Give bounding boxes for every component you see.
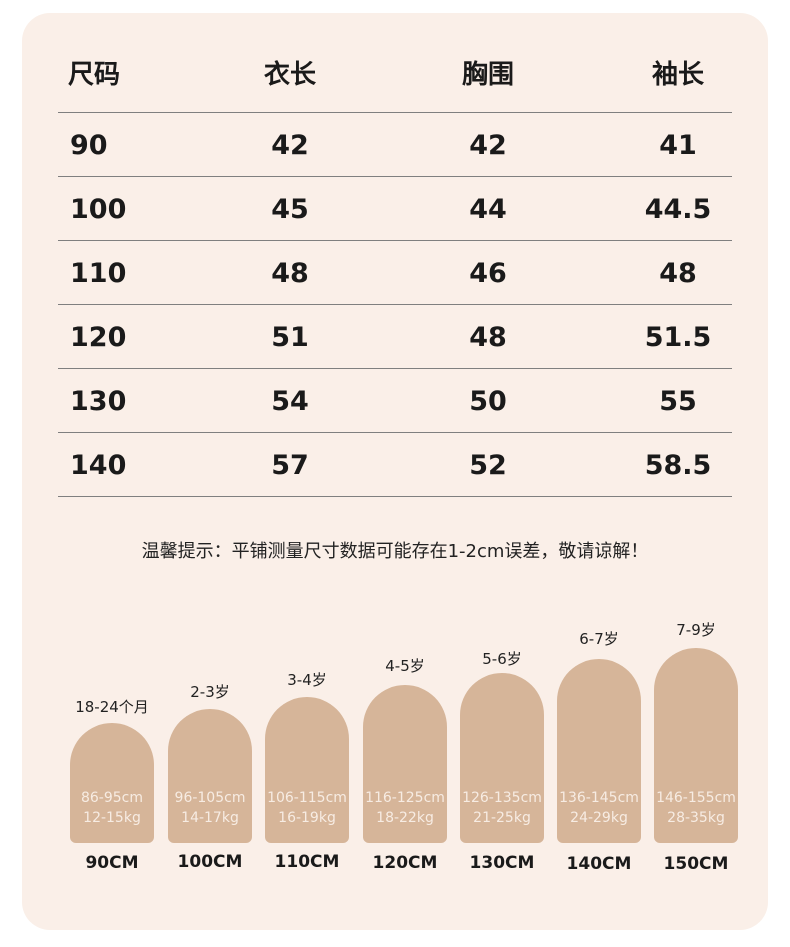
header-size: 尺码 xyxy=(68,60,121,90)
kid-shape xyxy=(70,723,154,843)
height-range: 146-155cm xyxy=(656,790,736,806)
height-range: 116-125cm xyxy=(365,790,445,806)
divider xyxy=(58,304,732,305)
cell-length: 45 xyxy=(271,193,309,225)
age-label: 4-5岁 xyxy=(385,657,425,675)
height-range: 106-115cm xyxy=(267,790,347,806)
cell-chest: 48 xyxy=(469,321,507,353)
cell-length: 54 xyxy=(271,385,309,417)
weight-range: 21-25kg xyxy=(473,810,531,826)
header-chest: 胸围 xyxy=(461,60,514,90)
size-table: 尺码 衣长 胸围 袖长 90 42 42 41 100 45 44 44.5 1… xyxy=(58,37,732,497)
size-label: 150CM xyxy=(663,854,729,874)
kid-figure: 2-3岁 96-105cm 14-17kg 100CM xyxy=(168,13,252,872)
kid-shape xyxy=(168,709,252,843)
size-label: 140CM xyxy=(566,854,632,874)
kid-figure: 18-24个月 86-95cm 12-15kg 90CM xyxy=(70,13,154,873)
kid-shape xyxy=(363,685,447,843)
size-label: 110CM xyxy=(274,852,340,872)
header-sleeve: 袖长 xyxy=(651,60,704,90)
divider xyxy=(58,176,732,177)
table-row: 110 48 46 48 xyxy=(58,241,732,305)
size-label: 100CM xyxy=(177,852,243,872)
cell-sleeve: 48 xyxy=(659,257,697,289)
table-header: 尺码 衣长 胸围 袖长 xyxy=(58,37,732,113)
divider xyxy=(58,112,732,113)
divider xyxy=(58,432,732,433)
table-row: 90 42 42 41 xyxy=(58,113,732,177)
cell-size: 110 xyxy=(70,257,127,289)
cell-size: 100 xyxy=(70,193,127,225)
age-label: 6-7岁 xyxy=(579,630,619,648)
kid-shape xyxy=(265,697,349,843)
cell-chest: 44 xyxy=(469,193,507,225)
cell-sleeve: 44.5 xyxy=(644,193,712,225)
kid-figure: 6-7岁 136-145cm 24-29kg 140CM xyxy=(557,13,641,874)
age-label: 5-6岁 xyxy=(482,650,522,668)
size-label: 120CM xyxy=(372,853,438,873)
cell-size: 120 xyxy=(70,321,127,353)
kid-shape xyxy=(460,673,544,843)
cell-chest: 46 xyxy=(469,257,507,289)
cell-size: 130 xyxy=(70,385,127,417)
cell-sleeve: 41 xyxy=(659,129,697,161)
cell-size: 140 xyxy=(70,449,127,481)
weight-range: 14-17kg xyxy=(181,810,239,826)
cell-sleeve: 51.5 xyxy=(644,321,712,353)
kid-figure: 3-4岁 106-115cm 16-19kg 110CM xyxy=(265,13,349,872)
kid-figure: 7-9岁 146-155cm 28-35kg 150CM xyxy=(654,13,738,874)
divider xyxy=(58,240,732,241)
weight-range: 24-29kg xyxy=(570,810,628,826)
age-label: 3-4岁 xyxy=(287,671,327,689)
kid-shape xyxy=(654,648,738,843)
height-range: 96-105cm xyxy=(174,790,246,806)
cell-chest: 50 xyxy=(469,385,507,417)
height-range: 136-145cm xyxy=(559,790,639,806)
cell-chest: 52 xyxy=(469,449,507,481)
size-label: 90CM xyxy=(85,853,139,873)
table-row: 130 54 50 55 xyxy=(58,369,732,433)
height-range: 86-95cm xyxy=(80,790,143,806)
cell-chest: 42 xyxy=(469,129,507,161)
weight-range: 28-35kg xyxy=(667,810,725,826)
cell-length: 48 xyxy=(271,257,309,289)
size-chart-card: 尺码 衣长 胸围 袖长 90 42 42 41 100 45 44 44.5 1… xyxy=(22,13,768,930)
header-length: 衣长 xyxy=(263,60,316,90)
table-row: 120 51 48 51.5 xyxy=(58,305,732,369)
kid-shape xyxy=(557,659,641,843)
cell-length: 42 xyxy=(271,129,309,161)
weight-range: 18-22kg xyxy=(376,810,434,826)
height-range: 126-135cm xyxy=(462,790,542,806)
size-label: 130CM xyxy=(469,853,535,873)
cell-sleeve: 55 xyxy=(659,385,697,417)
age-label: 2-3岁 xyxy=(190,683,230,701)
cell-length: 57 xyxy=(271,449,309,481)
age-label: 7-9岁 xyxy=(676,621,716,639)
age-label: 18-24个月 xyxy=(75,698,149,716)
table-row: 140 57 52 58.5 xyxy=(58,433,732,497)
weight-range: 16-19kg xyxy=(278,810,336,826)
cell-sleeve: 58.5 xyxy=(644,449,712,481)
cell-length: 51 xyxy=(271,321,309,353)
cell-size: 90 xyxy=(70,129,108,161)
measurement-tip: 温馨提示：平铺测量尺寸数据可能存在1-2cm误差，敬请谅解！ xyxy=(141,541,649,562)
table-row: 100 45 44 44.5 xyxy=(58,177,732,241)
weight-range: 12-15kg xyxy=(83,810,141,826)
kid-figure: 5-6岁 126-135cm 21-25kg 130CM xyxy=(460,13,544,873)
divider xyxy=(58,496,732,497)
kid-figure: 4-5岁 116-125cm 18-22kg 120CM xyxy=(363,13,447,873)
divider xyxy=(58,368,732,369)
